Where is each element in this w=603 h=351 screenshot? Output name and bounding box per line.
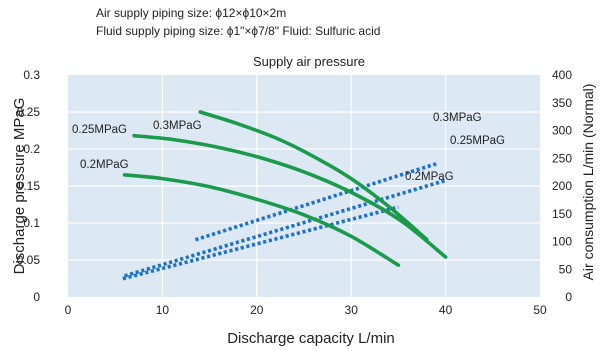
y2-tick-label: 300 (552, 124, 572, 138)
y-tick-label: 0.3 (23, 68, 40, 82)
x-tick-label: 50 (533, 303, 547, 317)
tick-labels: 0 0.05 0.1 0.15 0.2 0.25 0.3 0 10 20 30 40 50 0 50 100 1… (17, 68, 573, 317)
y2-tick-label: 350 (552, 96, 572, 110)
y-tick-label: 0.05 (17, 253, 41, 267)
fluid-supply-note: Fluid supply piping size: ϕ1"×ϕ7/8" Flui… (96, 24, 381, 38)
grid (68, 75, 540, 297)
air-consumption-line (124, 178, 447, 278)
y2-tick-label: 200 (552, 179, 572, 193)
y-tick-label: 0.1 (23, 216, 40, 230)
y-tick-label: 0 (33, 290, 40, 304)
x-axis-title: Discharge capacity L/min (227, 330, 395, 347)
air-consumption-line (122, 205, 399, 281)
x-tick-label: 30 (345, 303, 359, 317)
chart-title: Supply air pressure (253, 54, 365, 69)
series-label: 0.2MPaG (405, 171, 454, 183)
x-tick-label: 10 (156, 303, 170, 317)
series-label: 0.25MPaG (72, 124, 127, 136)
x-tick-label: 40 (439, 303, 453, 317)
pressure-curve (122, 173, 401, 267)
y-axis-title: Discharge pressure MPaG (11, 98, 28, 275)
series-labels: 0.25MPaG 0.3MPaG 0.2MPaG 0.3MPaG 0.25MPaG 0.2… (72, 112, 505, 183)
y2-tick-label: 150 (552, 207, 572, 221)
series-label: 0.3MPaG (433, 112, 482, 124)
y-tick-label: 0.2 (23, 142, 40, 156)
y2-tick-label: 50 (559, 262, 573, 276)
series-label: 0.25MPaG (450, 135, 505, 147)
y2-tick-label: 0 (565, 290, 572, 304)
y-tick-label: 0.25 (17, 105, 41, 119)
y-tick-label: 0.15 (17, 179, 41, 193)
y2-axis-title: Air consumption L/min (Normal) (580, 84, 596, 281)
x-tick-label: 0 (65, 303, 72, 317)
air-consumption-line (194, 162, 437, 242)
series-label: 0.2MPaG (80, 159, 129, 171)
y2-tick-label: 100 (552, 235, 572, 249)
y2-tick-label: 400 (552, 68, 572, 82)
y2-tick-label: 250 (552, 151, 572, 165)
air-supply-note: Air supply piping size: ϕ12×ϕ10×2m (96, 6, 287, 20)
x-tick-label: 20 (250, 303, 264, 317)
pressure-curve (132, 133, 448, 259)
series-group (122, 110, 448, 281)
series-label: 0.3MPaG (153, 120, 202, 132)
pressure-curve (198, 110, 429, 242)
